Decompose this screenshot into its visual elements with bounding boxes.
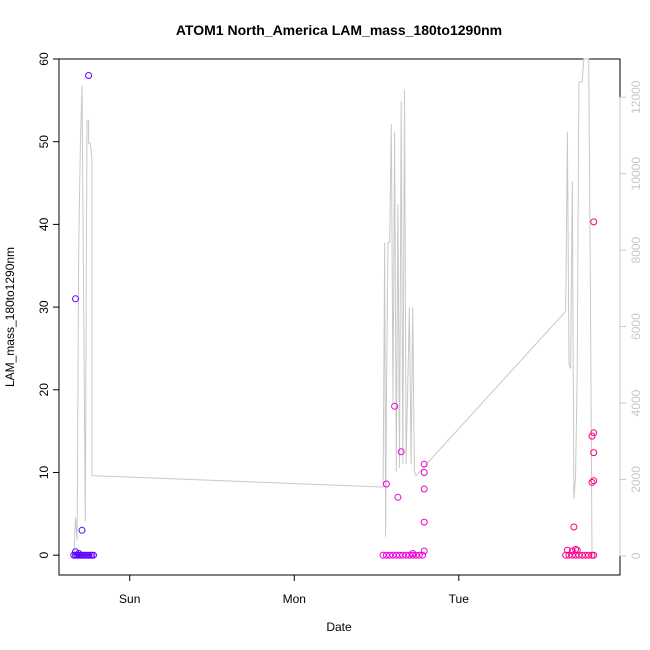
data-point	[568, 551, 576, 559]
y-tick-label: 50	[37, 135, 51, 149]
x-tick-label: Sun	[119, 592, 140, 606]
y-tick-label: 40	[37, 217, 51, 231]
y-tick-label: 20	[37, 383, 51, 397]
data-point	[563, 546, 571, 554]
data-point	[397, 448, 405, 456]
data-point	[386, 551, 394, 559]
y2-tick-label: 0	[629, 552, 643, 559]
data-point	[588, 432, 596, 440]
data-point	[399, 551, 407, 559]
y2-tick-label: 6000	[629, 313, 643, 340]
y-tick-label: 10	[37, 465, 51, 479]
data-point	[405, 551, 413, 559]
data-point	[379, 551, 387, 559]
x-tick-label: Mon	[283, 592, 306, 606]
data-point	[585, 551, 593, 559]
plot-frame	[58, 58, 621, 576]
data-point	[415, 551, 423, 559]
data-point	[590, 551, 598, 559]
data-point	[409, 551, 417, 559]
y2-tick-label: 4000	[629, 389, 643, 416]
data-point	[85, 72, 93, 79]
y2-tick-label: 12000	[629, 80, 643, 114]
data-point	[575, 551, 583, 559]
data-point	[420, 547, 428, 555]
data-point	[382, 551, 390, 559]
y-axis-label: LAM_mass_180to1290nm	[3, 247, 17, 387]
data-point	[568, 547, 576, 555]
data-point	[391, 402, 399, 410]
data-point	[78, 526, 86, 534]
data-point	[590, 218, 598, 226]
scatter-points	[70, 72, 598, 559]
data-point	[394, 493, 402, 501]
x-axis-label: Date	[326, 620, 352, 634]
data-point	[588, 478, 596, 486]
data-point	[396, 551, 403, 559]
y2-tick-label: 8000	[629, 236, 643, 263]
x-tick-label: Tue	[449, 592, 470, 606]
right-y-axis: 0 2000 4000 6000 8000 10000 12000	[619, 80, 643, 559]
left-y-axis: 0 10 20 30 40 50 60	[37, 52, 60, 558]
right-axis-line-series	[73, 58, 593, 556]
data-point	[412, 551, 420, 559]
data-point	[420, 518, 428, 526]
data-point	[419, 551, 427, 559]
data-point	[573, 546, 581, 554]
data-point	[402, 551, 410, 559]
data-point	[590, 449, 598, 457]
y-tick-label: 60	[37, 52, 51, 66]
x-axis: Sun Mon Tue	[119, 574, 470, 606]
y-tick-label: 0	[37, 551, 51, 558]
series-line	[73, 58, 593, 556]
data-point	[420, 485, 428, 493]
data-point	[382, 480, 390, 488]
data-point	[590, 429, 598, 437]
data-point	[572, 551, 580, 559]
data-point	[562, 551, 570, 559]
data-point	[420, 469, 428, 476]
data-point	[90, 551, 97, 559]
y2-tick-label: 2000	[629, 466, 643, 493]
y2-tick-label: 10000	[629, 157, 643, 191]
data-point	[590, 477, 598, 485]
data-point	[565, 551, 573, 559]
data-point	[570, 523, 578, 531]
data-point	[420, 460, 428, 468]
chart-title: ATOM1 North_America LAM_mass_180to1290nm	[176, 22, 502, 38]
y-tick-label: 30	[37, 300, 51, 314]
data-point	[72, 295, 79, 303]
